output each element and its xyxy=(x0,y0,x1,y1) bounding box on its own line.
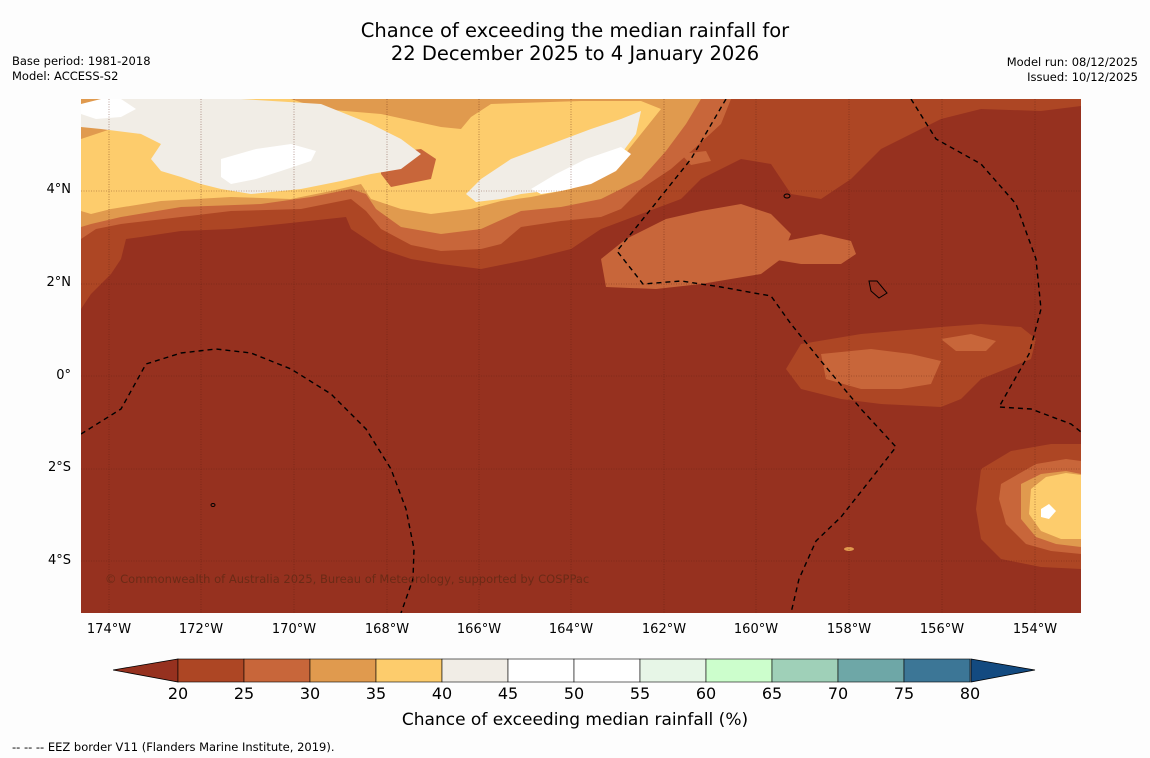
contour-45-50 xyxy=(81,99,1056,519)
colorbar-tick-55: 55 xyxy=(629,684,651,703)
colorbar-tick-25: 25 xyxy=(233,684,255,703)
colorbar-under-arrow xyxy=(113,658,179,683)
contour-40-45 xyxy=(81,99,1081,527)
lon-label-168w: 168°W xyxy=(364,622,410,637)
lon-label-158w: 158°W xyxy=(826,622,872,637)
lon-label-154w: 154°W xyxy=(1012,622,1058,637)
lon-label-164w: 164°W xyxy=(548,622,594,637)
eez-borders xyxy=(81,99,1081,613)
lat-label-4n: 4°N xyxy=(46,182,72,197)
model-name: Model: ACCESS-S2 xyxy=(12,69,119,83)
lon-label-160w: 160°W xyxy=(733,622,779,637)
colorbar-tick-70: 70 xyxy=(827,684,849,703)
base-period: Base period: 1981-2018 xyxy=(12,54,151,68)
colorbar-cell xyxy=(837,658,905,683)
lon-label-162w: 162°W xyxy=(641,622,687,637)
colorbar-tick-40: 40 xyxy=(431,684,453,703)
colorbar-tick-65: 65 xyxy=(761,684,783,703)
islands xyxy=(210,193,888,551)
colorbar-tick-75: 75 xyxy=(893,684,915,703)
colorbar-tick-50: 50 xyxy=(563,684,585,703)
colorbar-label: Chance of exceeding median rainfall (%) xyxy=(401,710,749,730)
colorbar-cell xyxy=(903,658,971,683)
colorbar-tick-35: 35 xyxy=(365,684,387,703)
colorbar-cell xyxy=(507,658,575,683)
gridlines xyxy=(81,99,1081,613)
lat-label-2s: 2°S xyxy=(47,460,71,475)
lat-label-4s: 4°S xyxy=(47,553,71,568)
issued-date: Issued: 10/12/2025 xyxy=(1027,70,1138,84)
colorbar-cell xyxy=(243,658,311,683)
colorbar-cell xyxy=(573,658,641,683)
colorbar-tick-80: 80 xyxy=(959,684,981,703)
colorbar-tick-60: 60 xyxy=(695,684,717,703)
map-subtitle: 22 December 2025 to 4 January 2026 xyxy=(390,42,760,65)
map-title: Chance of exceeding the median rainfall … xyxy=(360,19,790,42)
colorbar-cell xyxy=(309,658,377,683)
colorbar-cell xyxy=(441,658,509,683)
colorbar-tick-45: 45 xyxy=(497,684,519,703)
lon-label-172w: 172°W xyxy=(178,622,224,637)
copyright-notice: © Commonwealth of Australia 2025, Bureau… xyxy=(105,572,590,586)
colorbar-cell xyxy=(705,658,773,683)
colorbar-cell xyxy=(771,658,839,683)
colorbar-cell xyxy=(639,658,707,683)
meta-right: Model run: 08/12/2025 Issued: 10/12/2025 xyxy=(1007,55,1138,85)
colorbar-tick-20: 20 xyxy=(167,684,189,703)
lon-label-174w: 174°W xyxy=(86,622,132,637)
lon-label-156w: 156°W xyxy=(919,622,965,637)
eez-footnote: -- -- -- EEZ border V11 (Flanders Marine… xyxy=(12,740,335,754)
colorbar-cell xyxy=(375,658,443,683)
colorbar-cells xyxy=(177,658,971,683)
colorbar-tick-30: 30 xyxy=(299,684,321,703)
colorbar-cell xyxy=(177,658,245,683)
colorbar-over-arrow xyxy=(970,658,1036,683)
lat-label-0: 0° xyxy=(56,368,71,383)
lon-label-166w: 166°W xyxy=(456,622,502,637)
lon-label-170w: 170°W xyxy=(271,622,317,637)
meta-left: Base period: 1981-2018 Model: ACCESS-S2 xyxy=(12,54,151,84)
lat-label-2n: 2°N xyxy=(46,275,72,290)
rainfall-map xyxy=(81,99,1081,613)
colorbar xyxy=(113,658,1036,683)
model-run: Model run: 08/12/2025 xyxy=(1006,55,1138,69)
